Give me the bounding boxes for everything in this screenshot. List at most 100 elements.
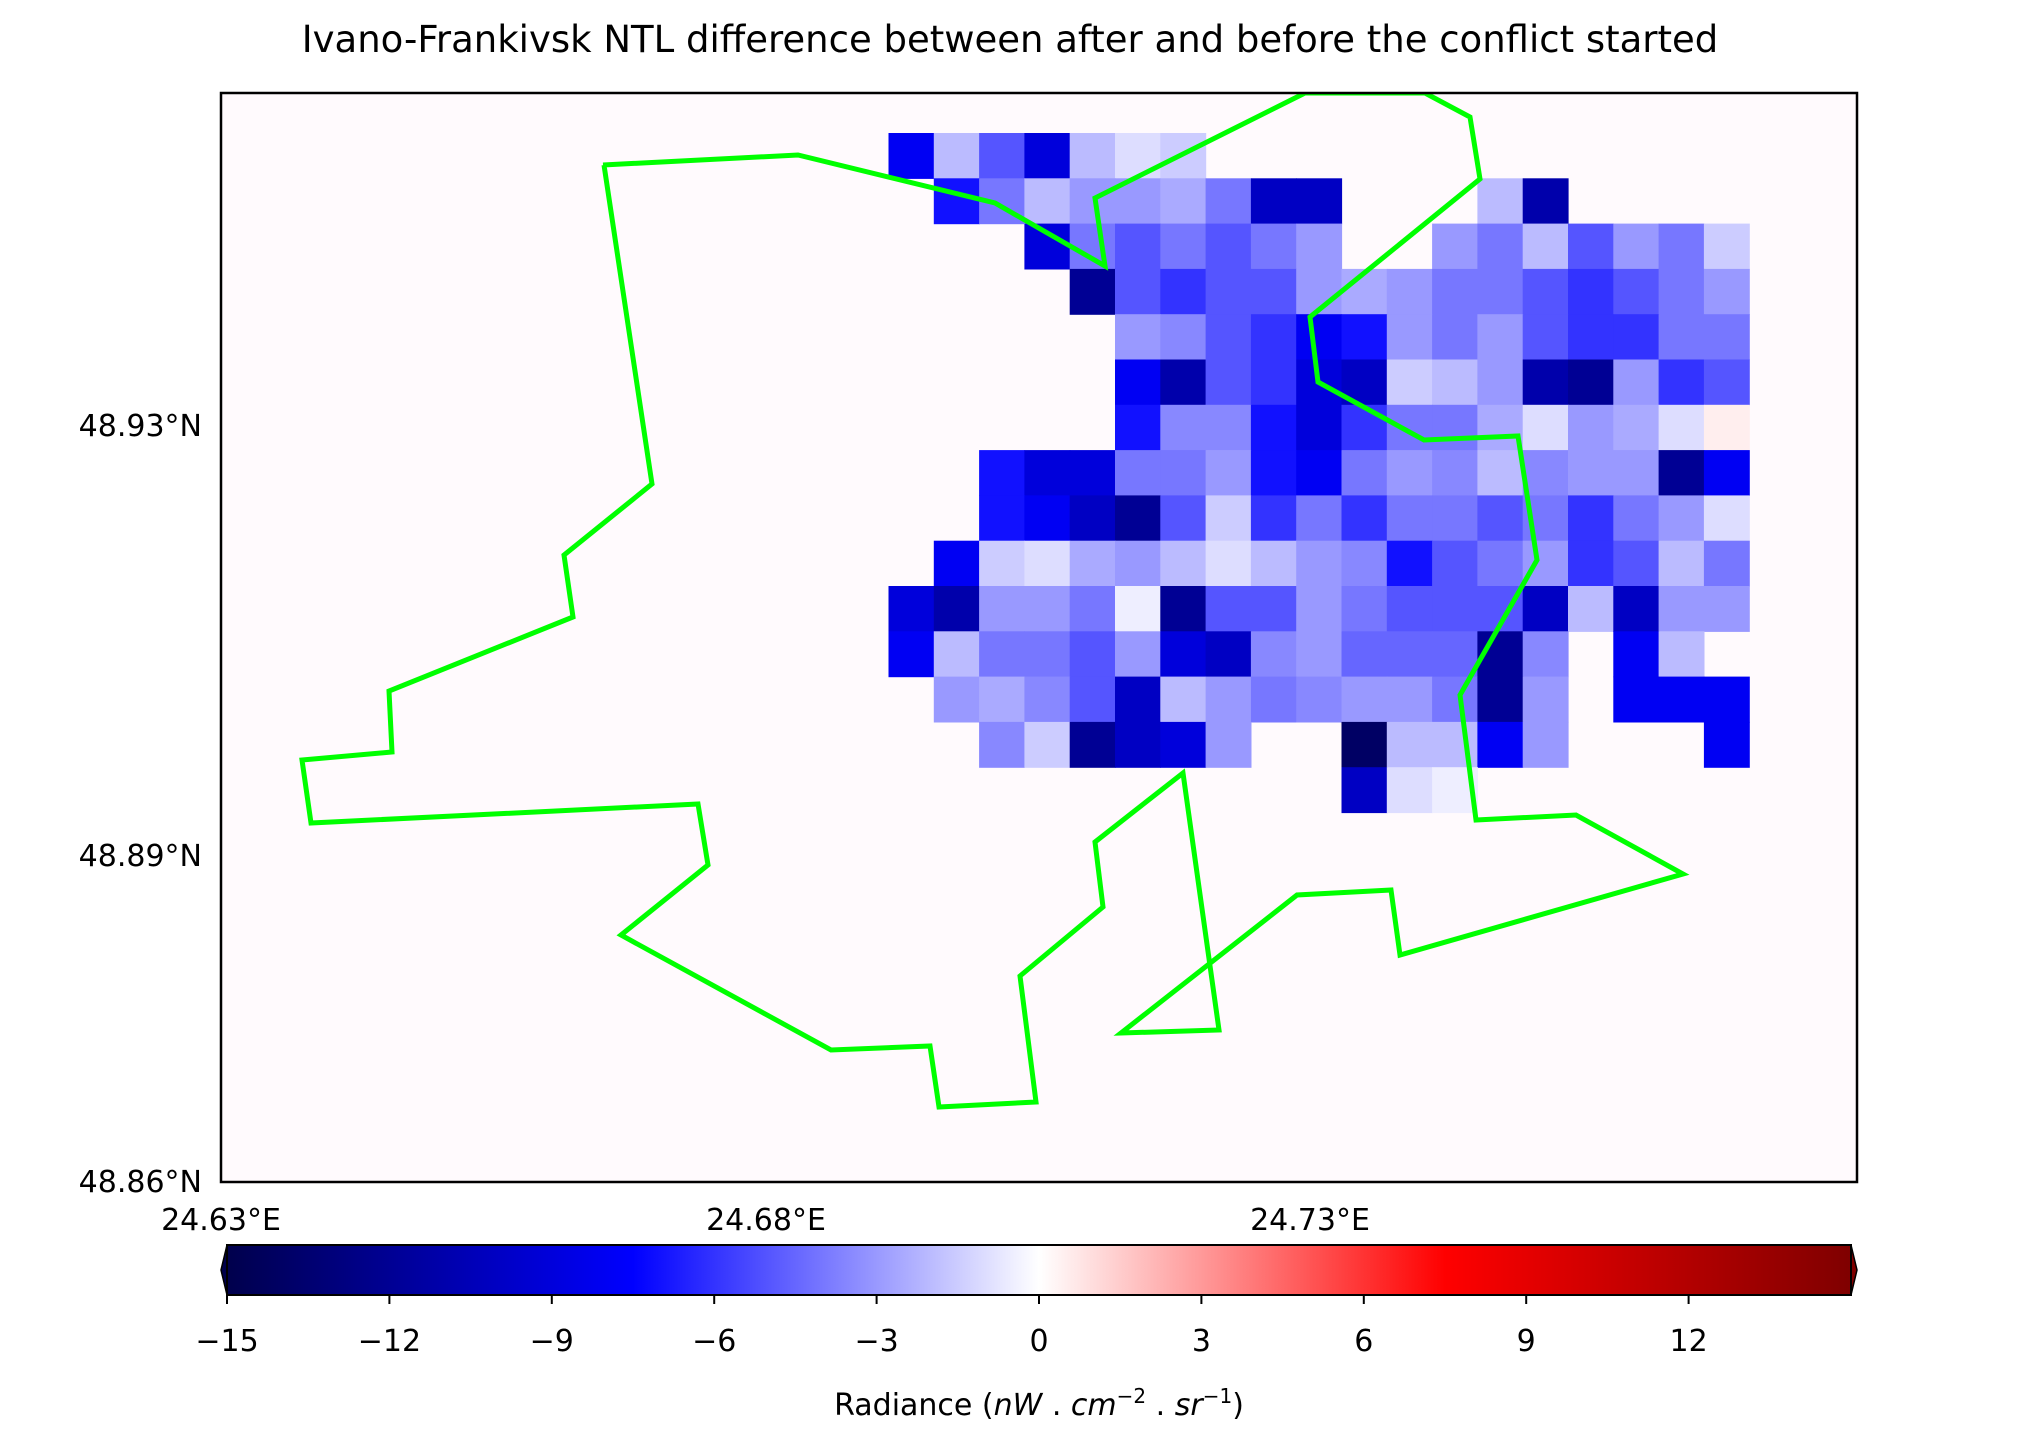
heatmap-cell — [1205, 223, 1252, 270]
heatmap-cell — [933, 631, 980, 678]
heatmap-cell — [1658, 223, 1705, 270]
heatmap-cell — [1115, 676, 1161, 723]
heatmap-cell — [1069, 721, 1116, 768]
heatmap-cell — [979, 450, 1025, 496]
heatmap-cell — [1568, 586, 1614, 632]
heatmap-cell — [1250, 495, 1297, 542]
heatmap-cell — [1703, 314, 1750, 361]
heatmap-cell — [1250, 223, 1297, 270]
heatmap-cell — [1613, 450, 1660, 496]
heatmap-cell — [1160, 540, 1207, 587]
heatmap-cell — [1522, 314, 1569, 361]
heatmap-cell — [1205, 450, 1252, 496]
heatmap-cell — [1250, 268, 1297, 315]
heatmap-cell — [1296, 495, 1343, 542]
heatmap-cell — [1341, 721, 1388, 768]
heatmap-cell — [1386, 359, 1433, 406]
heatmap-cell — [1432, 676, 1478, 723]
heatmap-cell — [1024, 721, 1071, 768]
heatmap-cell — [1703, 676, 1750, 723]
heatmap-cell — [1613, 631, 1660, 678]
heatmap-cell — [1477, 404, 1524, 451]
heatmap-cell — [1432, 223, 1478, 270]
colorbar: −15 −12 −9 −6 −3 0 3 6 9 12 Radiance (nW . cm−2 .… — [195, 1244, 1858, 1423]
heatmap-cell — [1522, 268, 1569, 315]
heatmap-cell — [1024, 586, 1071, 632]
heatmap-cell — [1613, 676, 1660, 723]
heatmap-cell — [1658, 359, 1705, 406]
heatmap-cell — [1024, 495, 1071, 542]
heatmap-cell — [1115, 721, 1161, 768]
heatmap-cell — [1703, 359, 1750, 406]
heatmap-cell — [1024, 450, 1071, 496]
colorbar-tick-label: 0 — [1029, 1324, 1048, 1359]
heatmap-cell — [1658, 540, 1705, 587]
heatmap-cells — [888, 133, 1750, 814]
heatmap-cell — [1160, 223, 1207, 270]
heatmap-cell — [1703, 223, 1750, 270]
colorbar-tick-label: −9 — [530, 1324, 574, 1359]
heatmap-cell — [1341, 767, 1388, 814]
heatmap-cell — [1250, 178, 1297, 225]
city-boundary — [299, 93, 1690, 1110]
heatmap-cell — [1296, 586, 1343, 632]
heatmap-cell — [1024, 178, 1071, 225]
heatmap-cell — [1115, 268, 1161, 315]
heatmap-cell — [1568, 495, 1614, 542]
heatmap-cell — [1250, 450, 1297, 496]
heatmap-cell — [1613, 495, 1660, 542]
y-tick-label: 48.86°N — [79, 1165, 202, 1200]
heatmap-cell — [1522, 450, 1569, 496]
heatmap-cell — [1341, 586, 1388, 632]
heatmap-cell — [1703, 540, 1750, 587]
heatmap-cell — [1432, 631, 1478, 678]
heatmap-cell — [1069, 540, 1116, 587]
y-tick-label: 48.93°N — [79, 409, 202, 444]
heatmap-cell — [1205, 676, 1252, 723]
heatmap-cell — [1024, 676, 1071, 723]
heatmap-cell — [1568, 540, 1614, 587]
heatmap-cell — [1432, 540, 1478, 587]
heatmap-cell — [1115, 223, 1161, 270]
heatmap-cell — [1432, 450, 1478, 496]
heatmap-cell — [1160, 631, 1207, 678]
heatmap-cell — [1069, 495, 1116, 542]
heatmap-cell — [1205, 721, 1252, 768]
heatmap-cell — [979, 721, 1025, 768]
heatmap-cell — [1069, 676, 1116, 723]
heatmap-cell — [1296, 223, 1343, 270]
heatmap-cell — [1160, 359, 1207, 406]
heatmap-cell — [1115, 314, 1161, 361]
heatmap-cell — [979, 133, 1025, 179]
heatmap-cell — [1160, 721, 1207, 768]
heatmap-cell — [1341, 495, 1388, 542]
heatmap-cell — [1386, 676, 1433, 723]
heatmap-cell — [1658, 314, 1705, 361]
heatmap-cell — [888, 631, 935, 678]
heatmap-cell — [933, 178, 980, 225]
heatmap-cell — [1703, 450, 1750, 496]
heatmap-cell — [1658, 586, 1705, 632]
heatmap-cell — [1115, 450, 1161, 496]
heatmap-cell — [1613, 540, 1660, 587]
heatmap-cell — [1024, 540, 1071, 587]
heatmap-cell — [1432, 404, 1478, 451]
heatmap-cell — [1069, 268, 1116, 315]
heatmap-cell — [1477, 178, 1524, 225]
heatmap-cell — [1522, 404, 1569, 451]
heatmap-cell — [1296, 631, 1343, 678]
heatmap-cell — [1386, 450, 1433, 496]
heatmap-cell — [1250, 631, 1297, 678]
heatmap-cell — [1341, 314, 1388, 361]
colorbar-tick-label: −3 — [854, 1324, 898, 1359]
heatmap-cell — [1658, 676, 1705, 723]
heatmap-cell — [1386, 495, 1433, 542]
heatmap-cell — [1069, 586, 1116, 632]
heatmap-cell — [1522, 676, 1569, 723]
heatmap-cell — [1613, 586, 1660, 632]
heatmap-cell — [1522, 178, 1569, 225]
heatmap-cell — [1658, 450, 1705, 496]
heatmap-cell — [1296, 450, 1343, 496]
heatmap-cell — [1568, 268, 1614, 315]
heatmap-cell — [1568, 359, 1614, 406]
